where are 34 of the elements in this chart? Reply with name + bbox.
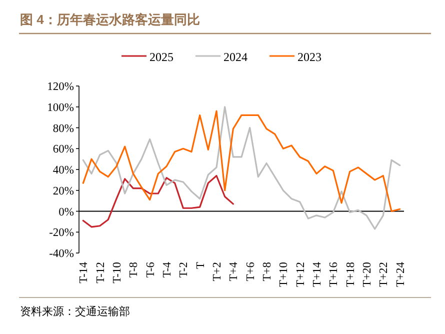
x-tick-label: T-2 bbox=[178, 262, 190, 278]
x-tick-label: T-8 bbox=[128, 262, 140, 278]
y-tick-label: 100% bbox=[47, 102, 74, 114]
y-tick-label: -20% bbox=[49, 227, 74, 240]
title: 图 4：历年春运水路客运量同比 bbox=[20, 12, 200, 27]
x-tick-label: T+20 bbox=[362, 262, 374, 288]
x-tick-label: T-10 bbox=[112, 262, 124, 284]
x-tick-label: T-14 bbox=[78, 262, 90, 284]
x-tick-label: T+10 bbox=[278, 262, 290, 288]
y-tick-label: 0% bbox=[58, 206, 74, 218]
x-tick-label: T+24 bbox=[394, 262, 407, 288]
x-tick-label: T-12 bbox=[94, 262, 107, 284]
y-tick-label: -40% bbox=[49, 248, 74, 260]
x-tick-label: T+22 bbox=[378, 262, 390, 288]
x-tick-label: T+14 bbox=[312, 262, 324, 288]
x-tick-label: T-6 bbox=[144, 262, 157, 278]
y-tick-label: 40% bbox=[52, 164, 74, 176]
y-tick-label: 120% bbox=[47, 81, 74, 93]
legend-label: 2024 bbox=[224, 50, 248, 64]
x-tick-label: T bbox=[194, 262, 207, 270]
annotation: 资料来源：交通运输部 bbox=[20, 306, 130, 318]
x-tick-label: T+16 bbox=[328, 262, 340, 288]
x-tick-label: T+4 bbox=[228, 262, 240, 282]
y-tick-label: 60% bbox=[52, 144, 74, 156]
x-tick-label: T-4 bbox=[162, 262, 174, 278]
x-tick-label: T+12 bbox=[294, 262, 307, 288]
x-tick-label: T+8 bbox=[262, 262, 274, 282]
legend-label: 2023 bbox=[298, 50, 322, 64]
x-tick-label: T+18 bbox=[344, 262, 357, 288]
x-tick-label: T+2 bbox=[212, 262, 224, 282]
legend-label: 2025 bbox=[150, 50, 174, 64]
x-tick-label: T+6 bbox=[244, 262, 257, 282]
y-tick-label: 20% bbox=[52, 185, 74, 198]
y-tick-label: 80% bbox=[52, 122, 74, 135]
